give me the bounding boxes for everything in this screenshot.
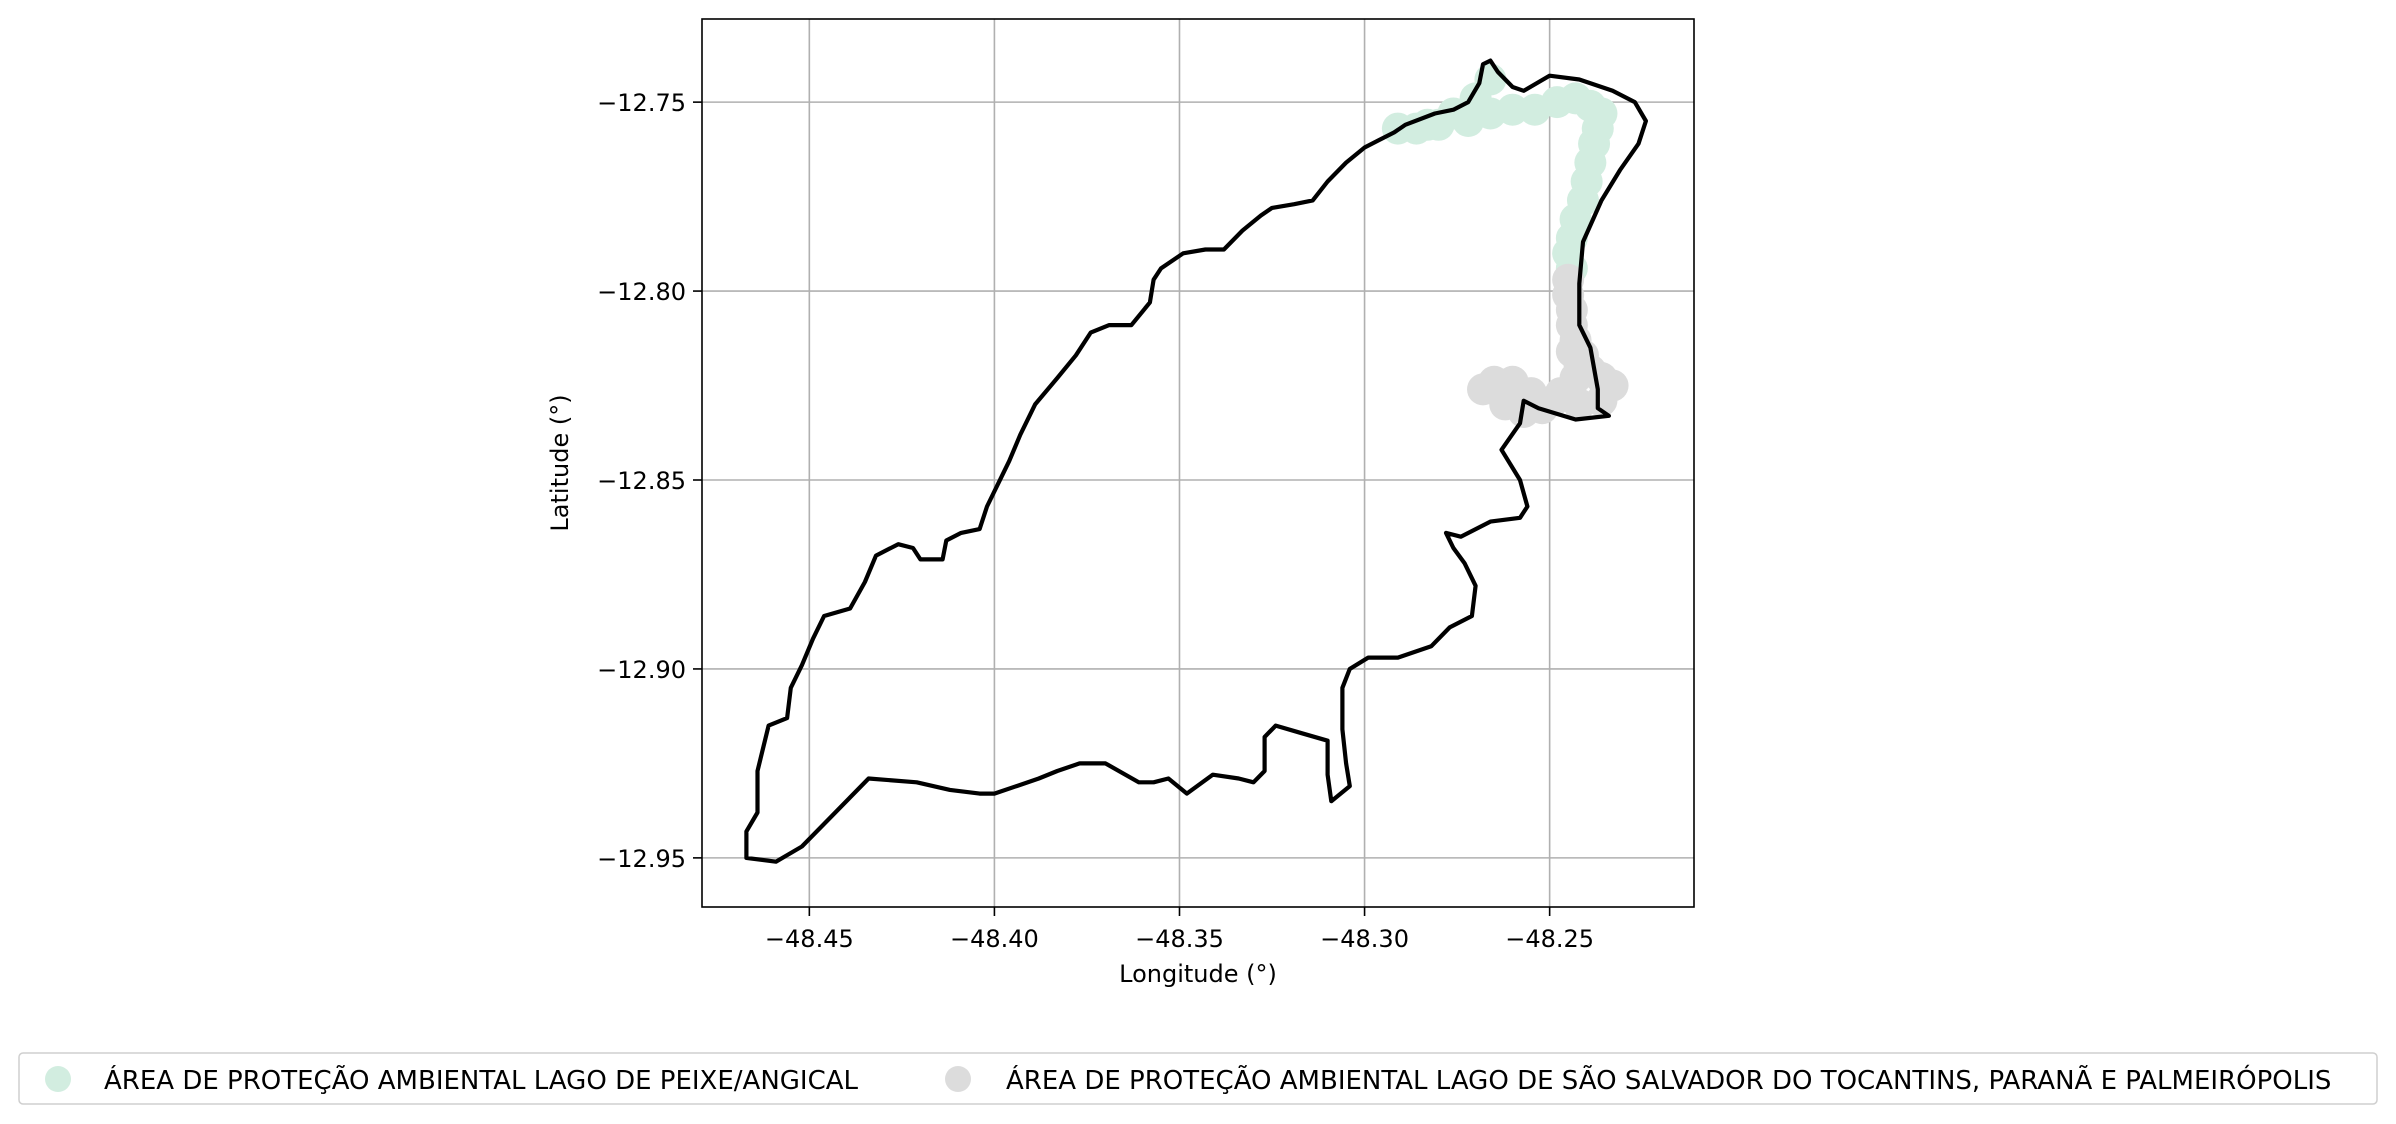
x-axis-label: Longitude (°) [1119,960,1277,988]
legend-marker-lago-de-sao-salvador [945,1066,971,1092]
y-tick-label: −12.85 [597,467,686,495]
x-tick-label: −48.30 [1320,925,1409,953]
plot-frame [701,18,1695,908]
y-axis-label: Latitude (°) [546,394,574,531]
plot-background [702,19,1694,907]
legend-frame [18,1052,2378,1105]
x-tick-label: −48.35 [1135,925,1224,953]
municipal-boundary [744,58,1649,864]
y-tick-label: −12.80 [597,278,686,306]
area-point [1496,93,1529,126]
x-tick-label: −48.45 [765,925,854,953]
boundary-outline [744,58,1649,864]
x-tick-label: −48.25 [1505,925,1594,953]
y-tick-label: −12.90 [597,656,686,684]
x-tick-label: −48.40 [950,925,1039,953]
y-axis-ticks: −12.75 −12.80 −12.85 −12.90 −12.95 [597,89,702,873]
x-axis-ticks: −48.45 −48.40 −48.35 −48.30 −48.25 [765,907,1594,953]
y-tick-label: −12.75 [597,89,686,117]
legend-label-lago-de-sao-salvador: ÁREA DE PROTEÇÃO AMBIENTAL LAGO DE SÃO S… [1006,1064,2331,1096]
legend: ÁREA DE PROTEÇÃO AMBIENTAL LAGO DE PEIXE… [18,1052,2378,1105]
area-point [1411,108,1444,141]
grid-lines [702,19,1694,907]
legend-marker-lago-de-peixe [45,1066,71,1092]
legend-label-lago-de-peixe: ÁREA DE PROTEÇÃO AMBIENTAL LAGO DE PEIXE… [104,1064,859,1096]
y-tick-label: −12.95 [597,845,686,873]
